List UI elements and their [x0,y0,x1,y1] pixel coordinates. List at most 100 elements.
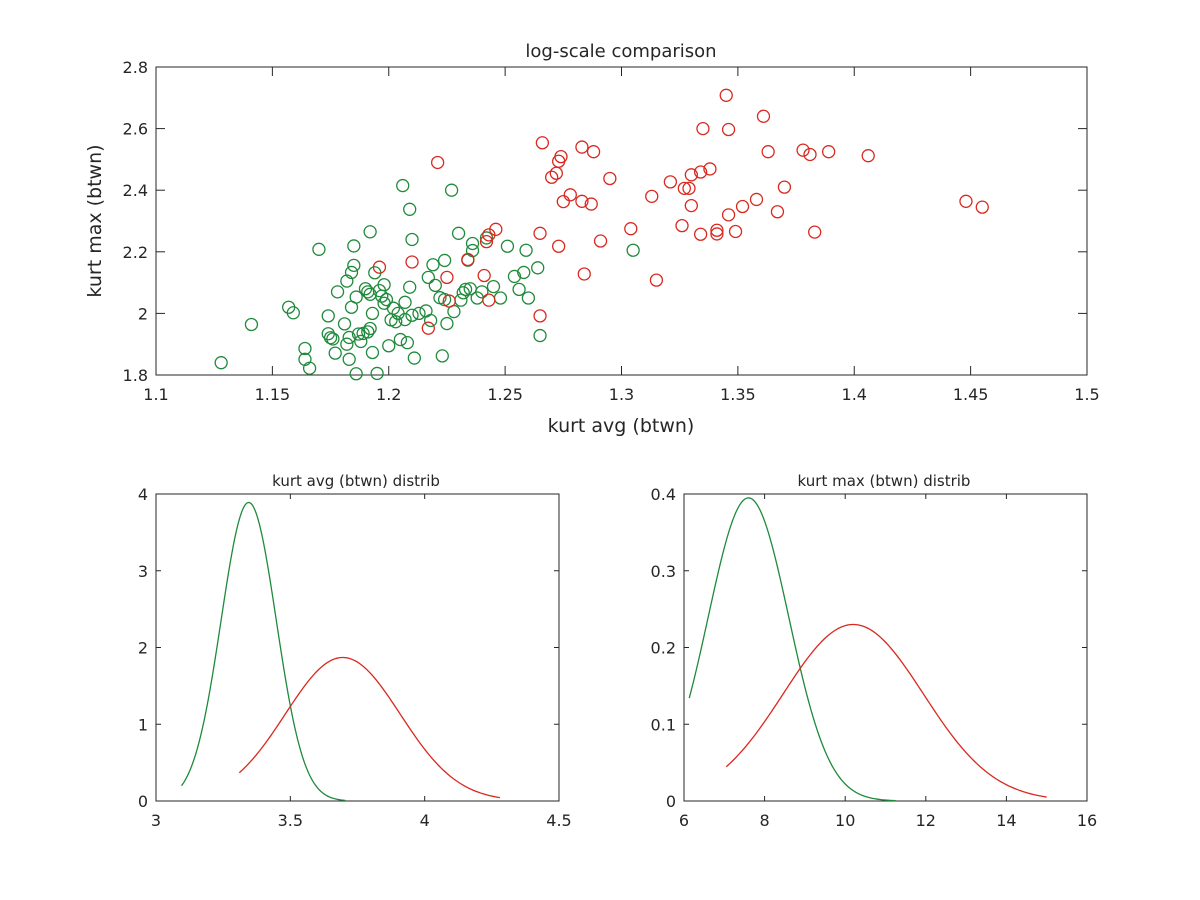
scatter-point [405,255,419,269]
scatter-point [586,145,601,159]
scatter-point [461,252,475,267]
scatter-point [428,278,442,293]
scatter-x-axis-label: kurt avg (btwn) [548,415,695,437]
scatter-point [379,292,394,307]
scatter-point [517,265,531,280]
x-tick-label: 14 [996,811,1016,830]
scatter-point [451,226,466,240]
scatter-point [482,293,496,307]
x-tick-label: 3.5 [278,811,303,830]
scatter-point [719,88,733,102]
scatter-point [442,294,456,308]
scatter-point [396,178,410,193]
scatter-point [545,170,559,184]
scatter-point [535,136,550,150]
scatter-point [423,313,438,328]
scatter-point [959,194,973,208]
scatter-point [389,315,403,329]
scatter-point [405,232,419,247]
scatter-point [435,349,449,363]
scatter-point [323,331,338,345]
scatter-point [575,140,589,154]
scatter-point [584,197,598,211]
scatter-point [400,336,415,350]
scatter-point [749,192,764,207]
avg-distribution-curves [180,501,500,802]
y-tick-label: 0 [666,792,676,811]
scatter-point [479,234,494,249]
scatter-axes: log-scale comparison kurt avg (btwn) kur… [84,41,1100,437]
scatter-point [519,243,533,257]
y-tick-label: 0 [138,792,148,811]
x-tick-label: 1.45 [953,385,989,404]
scatter-point [482,228,496,242]
scatter-point [756,109,771,123]
scatter-point [531,261,545,275]
avg-distribution-title: kurt avg (btwn) distrib [272,472,440,490]
scatter-point [821,145,836,159]
scatter-title: log-scale comparison [525,41,716,62]
max-distribution-ticks: 6 8 10 12 14 16 0 0.1 0.2 0.3 0.4 [651,485,1098,830]
scatter-points [214,88,989,381]
scatter-point [412,306,426,321]
scatter-point [556,194,570,209]
x-tick-label: 1.1 [143,385,168,404]
x-tick-label: 6 [679,811,689,830]
scatter-point [803,147,817,162]
scatter-point [710,227,724,241]
scatter-point [533,226,547,240]
scatter-point [563,188,577,202]
y-tick-label: 2.4 [123,181,148,200]
scatter-point [361,325,375,339]
avg-distribution-ticks: 3 3.5 4 4.5 0 1 2 3 4 [138,485,572,830]
scatter-point [735,199,750,214]
avg-distribution-axes: kurt avg (btwn) distrib 3 3.5 4 4.5 0 1 2 3 4 [138,472,572,830]
scatter-point [349,290,363,304]
scatter-point [298,341,312,356]
y-tick-label: 1.8 [123,366,148,385]
scatter-point [696,121,710,136]
scatter-point [365,306,380,321]
scatter-point [663,175,678,189]
scatter-point [456,286,470,300]
scatter-point [533,328,547,343]
scatter-point [342,352,356,366]
scatter-point [684,168,698,182]
scatter-point [465,236,480,251]
y-tick-label: 2.2 [123,243,148,262]
scatter-point [351,327,366,341]
scatter-point [426,258,440,272]
scatter-point [808,225,822,239]
scatter-point [337,317,352,331]
scatter-point [421,270,435,285]
density-curve [238,656,500,799]
scatter-point [593,234,608,248]
scatter-point [649,273,664,287]
scatter-point [512,282,526,297]
x-tick-label: 16 [1077,811,1097,830]
scatter-point [703,162,717,176]
density-curve [180,501,346,802]
scatter-point [321,309,335,323]
scatter-point [437,253,452,268]
scatter-point [577,267,591,281]
scatter-point [393,332,408,347]
scatter-point [575,194,589,208]
scatter-point [312,242,326,256]
scatter-ticks: 1.1 1.15 1.2 1.25 1.3 1.35 1.4 1.45 1.5 1.8 2 2.2 2.… [123,58,1100,404]
scatter-point [405,308,419,322]
scatter-point [244,317,259,332]
scatter-point [363,225,377,239]
scatter-point [975,200,989,214]
scatter-point [340,337,354,351]
scatter-point [477,268,491,283]
scatter-point [403,280,417,294]
x-tick-label: 8 [760,811,770,830]
scatter-point [507,269,522,284]
scatter-point [286,306,300,320]
scatter-point [347,239,361,253]
scatter-point [347,258,361,273]
scatter-point [479,231,494,245]
scatter-point [521,291,536,305]
